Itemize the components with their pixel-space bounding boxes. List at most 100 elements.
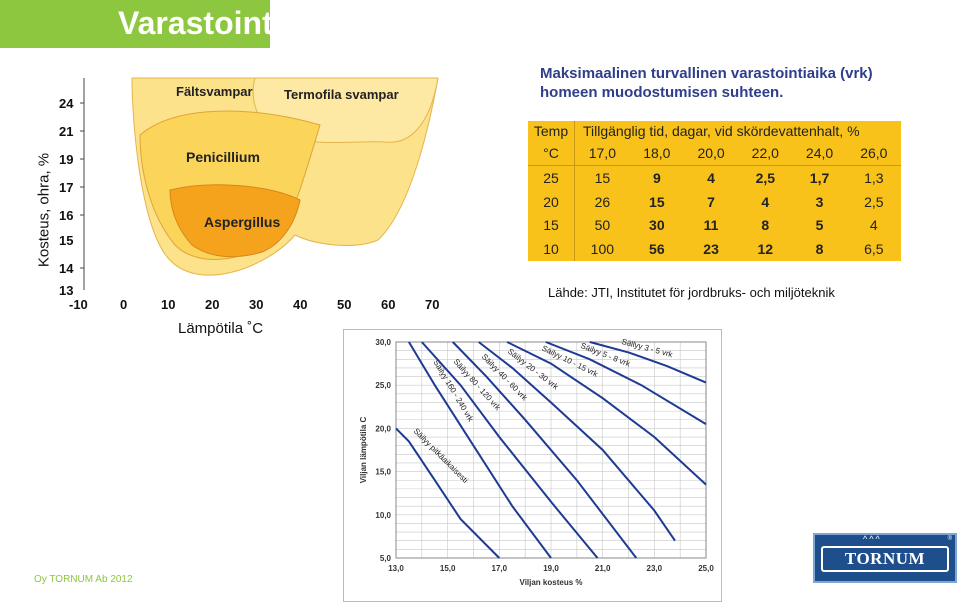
series-line [545,341,707,425]
y-tick-label: 19 [59,152,73,167]
y-tick-label: 16 [59,208,73,223]
series-line [408,341,552,559]
table-cell-temp: 20 [528,189,575,214]
x-tick-label: 23,0 [647,564,663,573]
table-col-header: 22,0 [751,144,779,161]
table-cell: 56 [649,241,665,258]
x-tick-label: 50 [337,297,351,312]
table-col-header: 18,0 [643,144,671,161]
table-cell: 1,3 [864,169,884,186]
fungal-chart-xlabel: Lämpötila ˚C [178,320,264,337]
slide-title-bar: Varastointi [0,0,282,48]
y-axis-label: Viljan lämpötila C [359,417,368,484]
table-cell: 30 [649,217,665,234]
table-cell: 23 [703,241,719,258]
table-cell: 11 [703,217,719,234]
tornum-logo: ^^^ TORNUM ® [813,533,957,583]
table-cell: 50 [594,217,611,234]
logo-birds-icon: ^^^ [863,534,882,544]
logo-frame: TORNUM [821,546,949,572]
y-tick-label: 17 [59,180,73,195]
table-cell: 4 [707,169,715,186]
table-cell: 7 [707,193,715,210]
region-label-termofila: Termofila svampar [284,87,399,102]
y-tick-label: 30,0 [375,338,391,347]
table-row: 20 26 15 7 4 3 2,5 [528,189,901,214]
table-cell: 1,7 [809,169,830,186]
y-tick-label: 21 [59,124,73,139]
table-cell: 100 [590,241,615,258]
series-line [395,427,501,559]
x-tick-label: 30 [249,297,263,312]
table-cell: 2,5 [755,169,776,186]
series-line [478,341,676,542]
x-tick-label: -10 [69,297,88,312]
storage-table: Temp Tillgänglig tid, dagar, vid skördev… [528,121,901,261]
table-cell: 8 [815,241,824,258]
table-col-header: 26,0 [860,144,888,161]
logo-text: TORNUM [844,549,926,568]
x-tick-label: 60 [381,297,395,312]
table-row: 25 15 9 4 2,5 1,7 1,3 [528,165,901,190]
table-cell: 2,5 [864,193,884,210]
x-tick-label: 19,0 [543,564,559,573]
table-cell: 4 [761,193,770,210]
logo-registered-icon: ® [947,536,952,542]
table-cell: 15 [594,169,611,186]
table-cell: 15 [649,193,665,210]
table-cell: 3 [815,193,824,210]
x-tick-label: 10 [161,297,175,312]
y-tick-label: 15 [59,233,73,248]
table-cell: 9 [652,169,661,186]
y-tick-label: 20,0 [375,424,391,433]
series-line [589,341,707,384]
y-tick-label: 24 [59,96,74,111]
table-unit: °C [528,141,575,166]
series-line [421,341,599,559]
storage-line-chart: 13,0 15,0 17,0 19,0 21,0 23,0 25,0 30,0 25,0 20,0… [343,329,722,602]
storage-line-chart-svg: 13,0 15,0 17,0 19,0 21,0 23,0 25,0 30,0 25,0 20,0… [359,337,714,587]
x-tick-label: 15,0 [440,564,456,573]
table-cell: 26 [594,193,611,210]
table-cell: 6,5 [864,241,884,258]
region-label-faltsvampar: Fältsvampar [176,84,253,99]
region-label-aspergillus: Aspergillus [204,214,280,230]
table-row: 15 50 30 11 8 5 4 [528,213,901,238]
table-cell: 5 [815,217,824,234]
x-tick-label: 0 [120,297,127,312]
table-header-temp: Temp [528,121,575,141]
table-cell-temp: 25 [528,165,575,190]
x-tick-label: 13,0 [388,564,404,573]
table-col-header: 20,0 [697,144,725,161]
table-col-header: 24,0 [805,144,834,161]
x-tick-label: 20 [205,297,219,312]
y-tick-label: 15,0 [375,468,391,477]
series-line [506,341,707,486]
region-label-penicillium: Penicillium [186,149,260,165]
table-header-caption: Tillgänglig tid, dagar, vid skördevatten… [583,123,860,139]
table-col-header: 17,0 [588,144,616,161]
table-row: 10 100 56 23 12 8 6,5 [528,237,901,261]
series-label: Säilyy pitkäaikaisesti [412,427,470,485]
x-tick-label: 25,0 [698,564,714,573]
x-tick-label: 17,0 [492,564,508,573]
table-cell-temp: 10 [528,237,575,261]
y-tick-label: 13 [59,283,73,298]
slide-title: Varastointi [118,5,282,41]
y-tick-label: 14 [59,261,74,276]
table-cell-temp: 15 [528,213,575,238]
table-cell: 8 [761,217,770,234]
y-tick-label: 5,0 [380,554,392,563]
table-cell: 12 [757,241,774,258]
slide-footer: Oy TORNUM Ab 2012 [34,574,133,585]
table-source: Lähde: JTI, Institutet för jordbruks- oc… [548,285,835,300]
y-tick-label: 10,0 [375,511,391,520]
x-tick-label: 21,0 [595,564,611,573]
region-aspergillus-area [169,184,301,258]
storage-table-title: Maksimaalinen turvallinen varastointiaik… [540,65,873,101]
series-line [452,341,638,559]
y-tick-label: 25,0 [375,381,391,390]
x-tick-label: 70 [425,297,439,312]
x-tick-label: 40 [293,297,307,312]
